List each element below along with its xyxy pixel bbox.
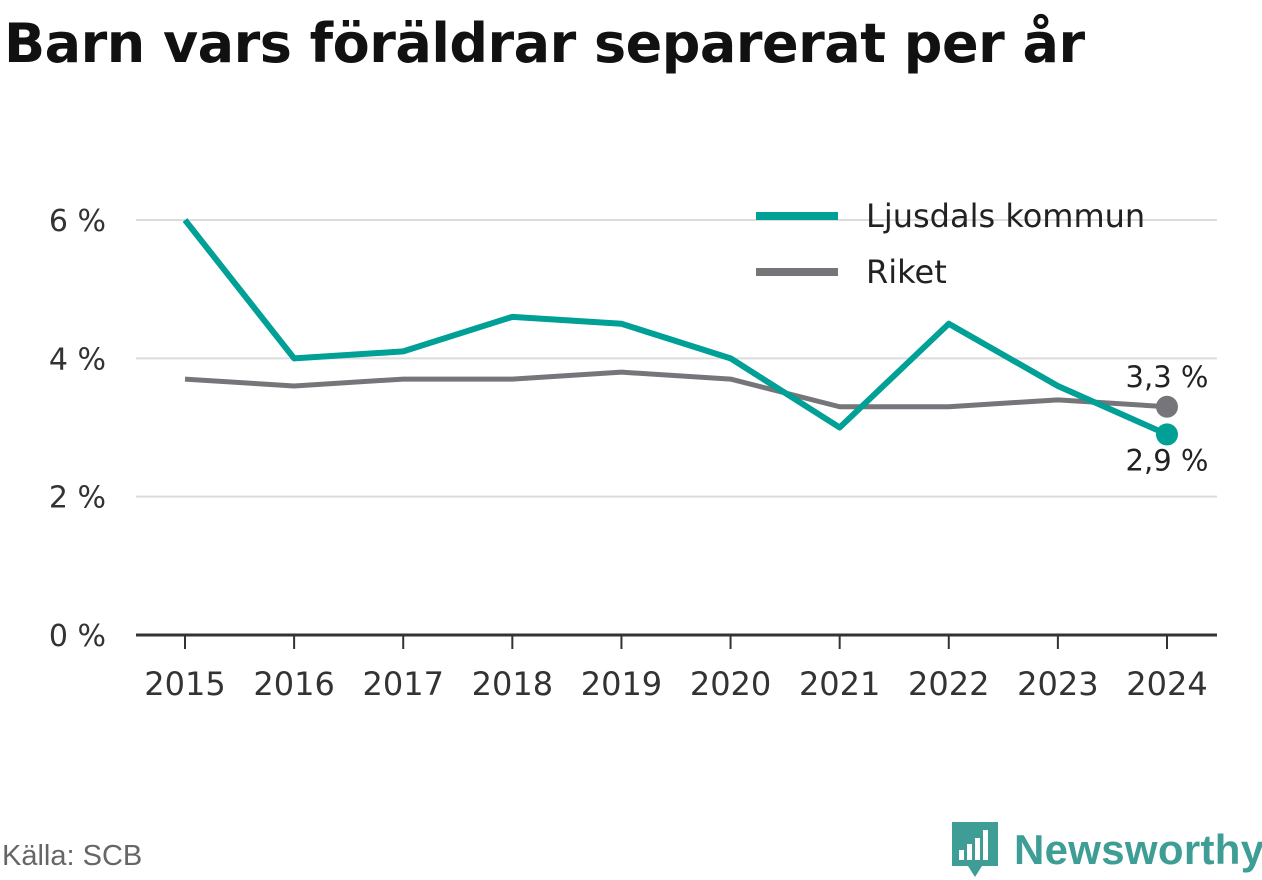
x-tick-label: 2017 xyxy=(363,665,444,703)
x-tick-label: 2016 xyxy=(253,665,334,703)
end-value-label: 3,3 % xyxy=(1126,360,1209,394)
x-tick-label: 2019 xyxy=(581,665,662,703)
series-line-riket xyxy=(184,369,1168,410)
source-note: Källa: SCB xyxy=(2,840,143,872)
end-value-label: 2,9 % xyxy=(1126,443,1209,477)
legend: Ljusdals kommun Riket xyxy=(756,197,1145,291)
end-markers: 3,3 % 2,9 % xyxy=(1123,357,1212,481)
x-tick-label: 2023 xyxy=(1017,665,1098,703)
series-lines xyxy=(182,218,1169,438)
x-tick-label: 2022 xyxy=(908,665,989,703)
series-line-ljusdals-kommun xyxy=(182,218,1169,438)
y-tick-label: 2 % xyxy=(49,481,106,516)
y-tick-label: 6 % xyxy=(49,204,106,239)
x-axis: 2015 2016 2017 2018 2019 2020 2021 2022 2023 2024 xyxy=(136,633,1217,703)
legend-label: Ljusdals kommun xyxy=(866,197,1145,235)
x-tick-label: 2018 xyxy=(472,665,553,703)
y-tick-label: 0 % xyxy=(49,619,106,654)
legend-label: Riket xyxy=(866,253,947,291)
line-chart: 0 % 2 % 4 % 6 % 2015 2016 2017 2018 2019 2020 202… xyxy=(49,197,1217,703)
newsworthy-logo: Newsworthy xyxy=(950,820,1262,880)
x-tick-label: 2021 xyxy=(799,665,880,703)
x-tick-label: 2020 xyxy=(690,665,771,703)
end-point-riket xyxy=(1156,395,1178,418)
chart-title: Barn vars föräldrar separerat per år xyxy=(4,12,1085,75)
end-point-ljusdals-kommun xyxy=(1156,423,1178,446)
x-tick-label: 2015 xyxy=(144,665,225,703)
y-axis-ticks: 0 % 2 % 4 % 6 % xyxy=(49,204,106,654)
newsworthy-logo-icon xyxy=(952,822,998,877)
x-tick-label: 2024 xyxy=(1126,665,1207,703)
y-tick-label: 4 % xyxy=(49,342,106,377)
brand-name: Newsworthy xyxy=(1014,826,1262,873)
